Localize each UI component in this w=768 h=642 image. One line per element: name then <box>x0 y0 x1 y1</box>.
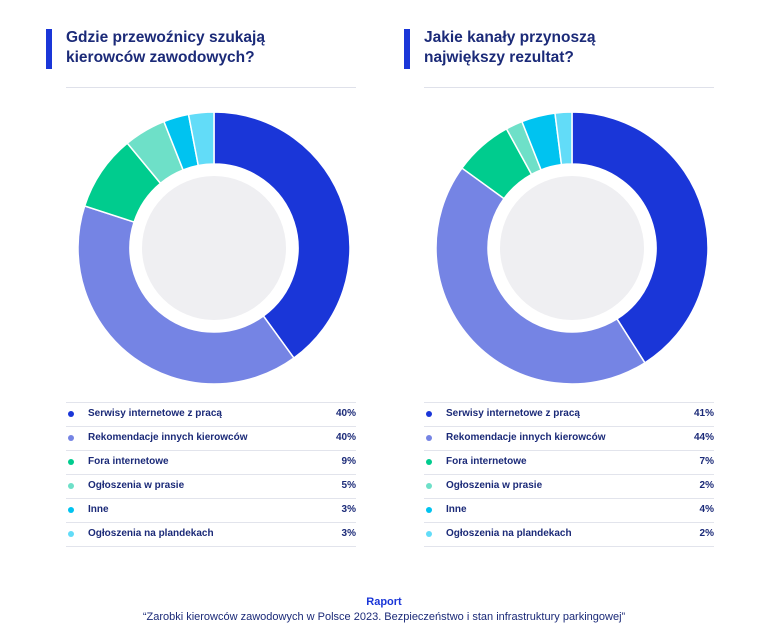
legend-value: 40% <box>335 432 356 443</box>
donut-center <box>500 176 644 320</box>
legend-label: Inne <box>446 504 467 515</box>
donut-center <box>142 176 286 320</box>
legend-value: 40% <box>335 408 356 419</box>
legend-row: Inne 4% <box>424 499 714 523</box>
title-divider <box>66 87 356 88</box>
legend-row: Rekomendacje innych kierowców 40% <box>66 427 356 451</box>
legend-dot <box>68 459 74 465</box>
legend-row: Fora internetowe 9% <box>66 451 356 475</box>
legend-dot <box>426 483 432 489</box>
chart-panel-left: Gdzie przewoźnicy szukają kierowców zawo… <box>46 28 356 547</box>
legend-label: Ogłoszenia na plandekach <box>446 528 572 539</box>
legend-dot <box>426 411 432 417</box>
legend-dot <box>68 507 74 513</box>
legend-label: Serwisy internetowe z pracą <box>446 408 580 419</box>
legend-value: 9% <box>341 456 356 467</box>
legend-dot <box>426 435 432 441</box>
legend-label: Fora internetowe <box>88 456 169 467</box>
legend-dot <box>68 483 74 489</box>
chart-title-block: Gdzie przewoźnicy szukają kierowców zawo… <box>46 28 338 72</box>
legend-value: 2% <box>699 528 714 539</box>
legend-row: Ogłoszenia na plandekach 3% <box>66 523 356 547</box>
legend-value: 3% <box>341 504 356 515</box>
legend-value: 4% <box>699 504 714 515</box>
report-subtitle: “Zarobki kierowców zawodowych w Polsce 2… <box>142 611 626 623</box>
legend-value: 44% <box>693 432 714 443</box>
legend-row: Fora internetowe 7% <box>424 451 714 475</box>
legend-dot <box>426 531 432 537</box>
legend-value: 3% <box>341 528 356 539</box>
legend-dot <box>426 507 432 513</box>
legend-dot <box>68 531 74 537</box>
legend-row: Serwisy internetowe z pracą 41% <box>424 402 714 427</box>
legend-value: 7% <box>699 456 714 467</box>
legend-label: Ogłoszenia w prasie <box>88 480 185 491</box>
chart-panel-right: Jakie kanały przynoszą największy rezult… <box>404 28 714 547</box>
legend-value: 5% <box>341 480 356 491</box>
title-accent-bar <box>404 29 410 69</box>
title-accent-bar <box>46 29 52 69</box>
legend-label: Rekomendacje innych kierowców <box>88 432 248 443</box>
chart-legend: Serwisy internetowe z pracą 40% Rekomenda… <box>66 402 356 547</box>
donut-chart <box>435 111 709 385</box>
chart-legend: Serwisy internetowe z pracą 41% Rekomenda… <box>424 402 714 547</box>
legend-label: Serwisy internetowe z pracą <box>88 408 222 419</box>
chart-title: Gdzie przewoźnicy szukają kierowców zawo… <box>66 29 265 66</box>
pie-slice-1 <box>571 111 709 364</box>
legend-value: 41% <box>693 408 714 419</box>
legend-row: Rekomendacje innych kierowców 44% <box>424 427 714 451</box>
report-label: Raport <box>366 596 402 608</box>
chart-title: Jakie kanały przynoszą największy rezult… <box>424 29 596 66</box>
legend-dot <box>68 435 74 441</box>
legend-label: Rekomendacje innych kierowców <box>446 432 606 443</box>
legend-label: Ogłoszenia w prasie <box>446 480 543 491</box>
chart-title-block: Jakie kanały przynoszą największy rezult… <box>404 28 696 72</box>
legend-label: Ogłoszenia na plandekach <box>88 528 214 539</box>
legend-row: Ogłoszenia w prasie 5% <box>66 475 356 499</box>
donut-chart <box>77 111 351 385</box>
legend-value: 2% <box>699 480 714 491</box>
title-divider <box>424 87 714 88</box>
legend-row: Serwisy internetowe z pracą 40% <box>66 402 356 427</box>
legend-row: Ogłoszenia na plandekach 2% <box>424 523 714 547</box>
legend-label: Inne <box>88 504 109 515</box>
legend-row: Ogłoszenia w prasie 2% <box>424 475 714 499</box>
legend-dot <box>426 459 432 465</box>
legend-row: Inne 3% <box>66 499 356 523</box>
legend-label: Fora internetowe <box>446 456 527 467</box>
legend-dot <box>68 411 74 417</box>
